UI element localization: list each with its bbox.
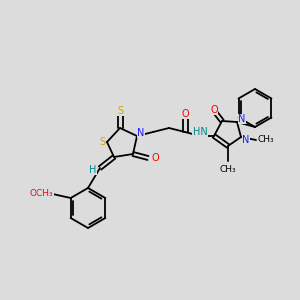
Text: H: H — [89, 165, 97, 175]
Text: N: N — [137, 128, 145, 138]
Text: OCH₃: OCH₃ — [30, 190, 53, 199]
Text: O: O — [151, 153, 159, 163]
Text: O: O — [210, 105, 218, 115]
Text: CH₃: CH₃ — [258, 136, 274, 145]
Text: N: N — [238, 114, 246, 124]
Text: O: O — [181, 109, 189, 119]
Text: CH₃: CH₃ — [220, 164, 236, 173]
Text: N: N — [242, 135, 250, 145]
Text: S: S — [117, 106, 123, 116]
Text: HN: HN — [193, 127, 207, 137]
Text: S: S — [99, 137, 105, 147]
